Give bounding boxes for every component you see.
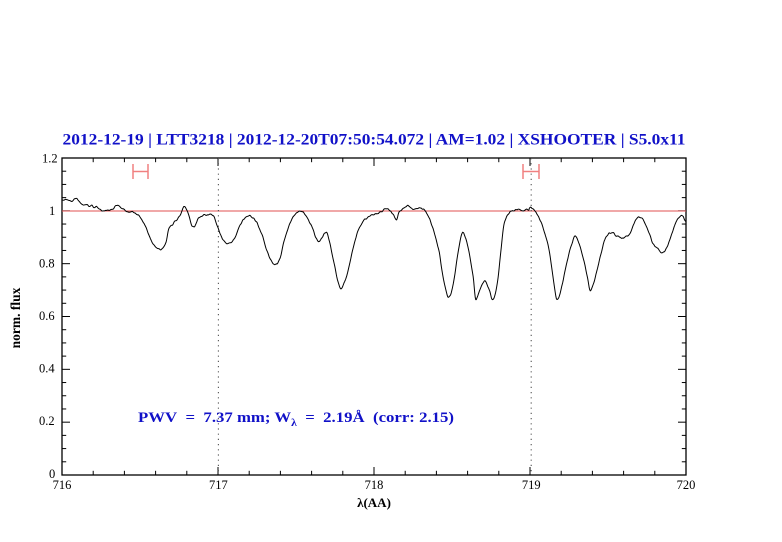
svg-text:1: 1 xyxy=(49,204,55,218)
svg-text:719: 719 xyxy=(522,478,541,492)
svg-text:1.2: 1.2 xyxy=(42,152,58,166)
svg-text:0.6: 0.6 xyxy=(39,309,55,323)
svg-text:2012-12-19 | LTT3218 | 2012-12: 2012-12-19 | LTT3218 | 2012-12-20T07:50:… xyxy=(63,132,686,149)
svg-text:0.4: 0.4 xyxy=(39,362,55,376)
svg-text:718: 718 xyxy=(365,478,384,492)
svg-text:norm. flux: norm. flux xyxy=(8,287,23,348)
svg-text:720: 720 xyxy=(677,478,696,492)
svg-text:0.8: 0.8 xyxy=(39,257,55,271)
svg-text:λ(AA): λ(AA) xyxy=(357,495,391,510)
svg-text:717: 717 xyxy=(209,478,228,492)
svg-text:0.2: 0.2 xyxy=(39,414,55,428)
svg-text:716: 716 xyxy=(53,478,72,492)
